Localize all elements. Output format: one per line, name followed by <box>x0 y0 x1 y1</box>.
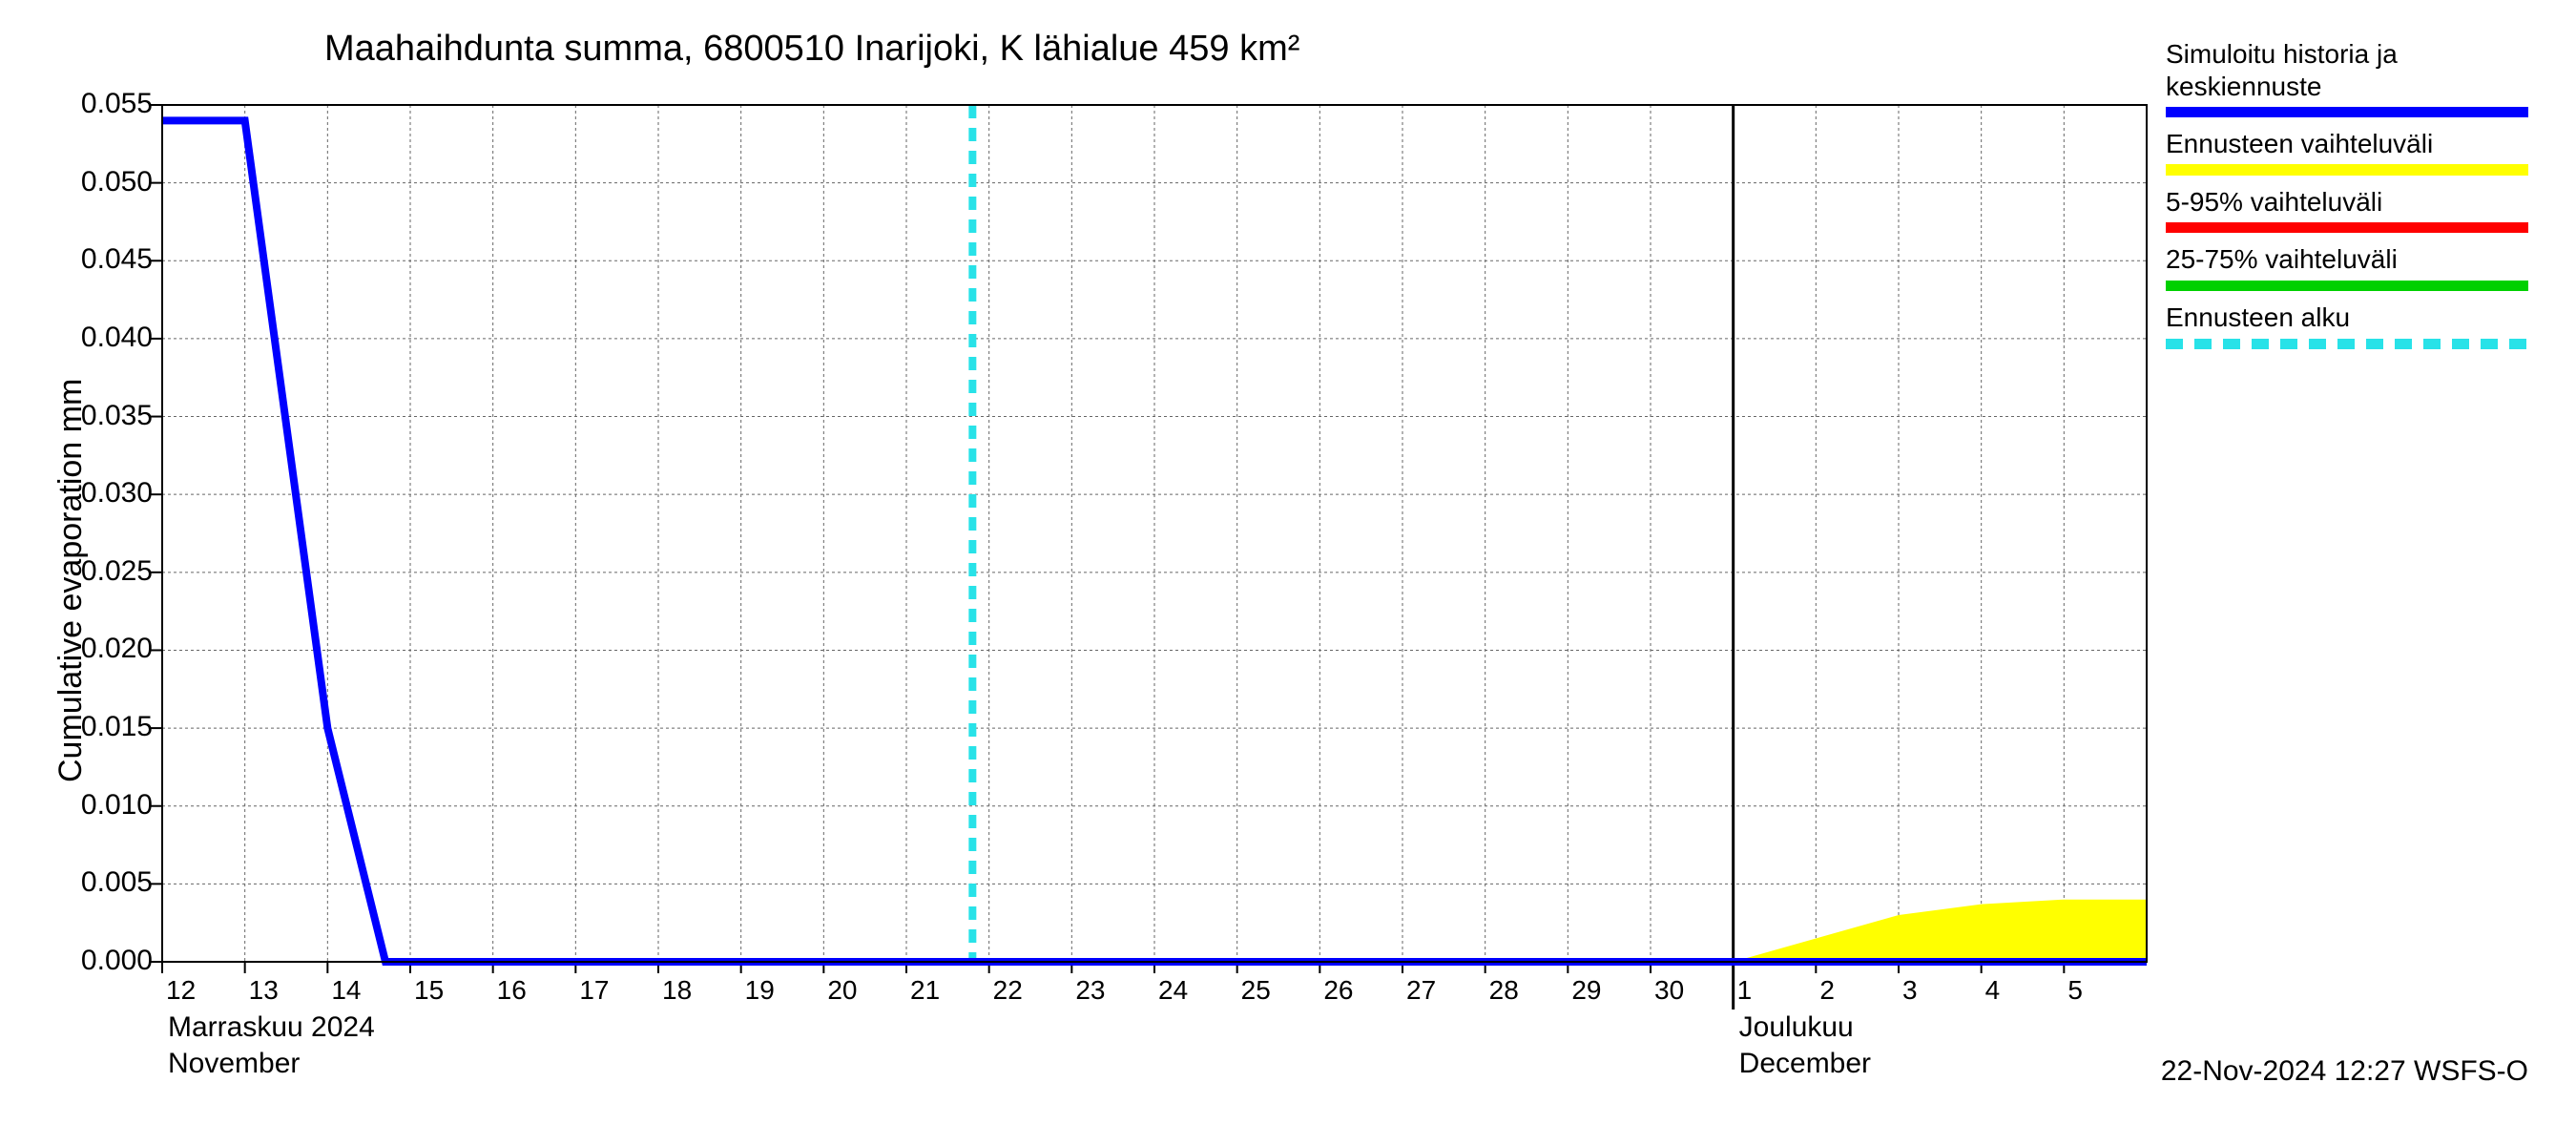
legend-label: Simuloitu historia ja keskiennuste <box>2166 38 2547 102</box>
x-tick-label: 14 <box>331 975 361 1006</box>
x-tick-label: 17 <box>579 975 609 1006</box>
x-tick-label: 3 <box>1902 975 1918 1006</box>
legend-item-forecast-start: Ennusteen alku <box>2166 302 2547 354</box>
x-tick-label: 23 <box>1075 975 1105 1006</box>
x-tick-label: 22 <box>993 975 1023 1006</box>
y-tick-label: 0.015 <box>57 711 153 743</box>
x-tick-label: 5 <box>2067 975 2083 1006</box>
horizontal-gridlines <box>151 105 2147 962</box>
x-tick-label: 28 <box>1489 975 1519 1006</box>
x-tick-label: 13 <box>249 975 279 1006</box>
y-tick-label: 0.025 <box>57 555 153 588</box>
x-tick-label: 18 <box>662 975 692 1006</box>
x-tick-label: 29 <box>1571 975 1601 1006</box>
plot-area <box>162 105 2147 962</box>
month-label-en: November <box>168 1048 300 1080</box>
x-tick-label: 27 <box>1406 975 1436 1006</box>
x-tick-label: 2 <box>1819 975 1835 1006</box>
legend-item-range: Ennusteen vaihteluväli <box>2166 128 2547 180</box>
legend-label: 5-95% vaihteluväli <box>2166 186 2547 219</box>
y-tick-label: 0.020 <box>57 633 153 665</box>
x-tick-label: 30 <box>1654 975 1684 1006</box>
y-tick-label: 0.030 <box>57 477 153 510</box>
month-label-fi: Marraskuu 2024 <box>168 1011 375 1044</box>
y-tick-label: 0.035 <box>57 400 153 432</box>
forecast-range-area <box>1734 900 2147 962</box>
x-tick-label: 25 <box>1241 975 1271 1006</box>
x-tick-label: 15 <box>414 975 444 1006</box>
x-tick-label: 20 <box>827 975 857 1006</box>
vertical-gridlines <box>162 105 2064 973</box>
x-tick-label: 1 <box>1737 975 1753 1006</box>
legend-item-5-95: 5-95% vaihteluväli <box>2166 186 2547 239</box>
x-tick-label: 12 <box>166 975 196 1006</box>
x-tick-label: 16 <box>497 975 527 1006</box>
legend: Simuloitu historia ja keskiennuste Ennus… <box>2166 38 2547 360</box>
legend-label: 25-75% vaihteluväli <box>2166 243 2547 276</box>
x-tick-label: 4 <box>1985 975 2001 1006</box>
month-label-fi: Joulukuu <box>1739 1011 1854 1044</box>
x-tick-label: 26 <box>1323 975 1353 1006</box>
legend-label: Ennusteen vaihteluväli <box>2166 128 2547 160</box>
x-tick-label: 19 <box>745 975 775 1006</box>
x-tick-label: 24 <box>1158 975 1188 1006</box>
month-label-en: December <box>1739 1048 1871 1080</box>
legend-item-history: Simuloitu historia ja keskiennuste <box>2166 38 2547 122</box>
y-tick-label: 0.000 <box>57 945 153 977</box>
chart-title: Maahaihdunta summa, 6800510 Inarijoki, K… <box>324 29 1299 70</box>
y-tick-label: 0.040 <box>57 322 153 354</box>
y-tick-label: 0.045 <box>57 243 153 276</box>
y-tick-label: 0.055 <box>57 88 153 120</box>
timestamp: 22-Nov-2024 12:27 WSFS-O <box>2161 1055 2528 1088</box>
x-tick-label: 21 <box>910 975 940 1006</box>
legend-label: Ennusteen alku <box>2166 302 2547 334</box>
y-tick-label: 0.010 <box>57 789 153 822</box>
y-tick-label: 0.050 <box>57 166 153 198</box>
legend-swatch-fill <box>2166 164 2528 176</box>
legend-item-25-75: 25-75% vaihteluväli <box>2166 243 2547 296</box>
y-tick-label: 0.005 <box>57 866 153 899</box>
